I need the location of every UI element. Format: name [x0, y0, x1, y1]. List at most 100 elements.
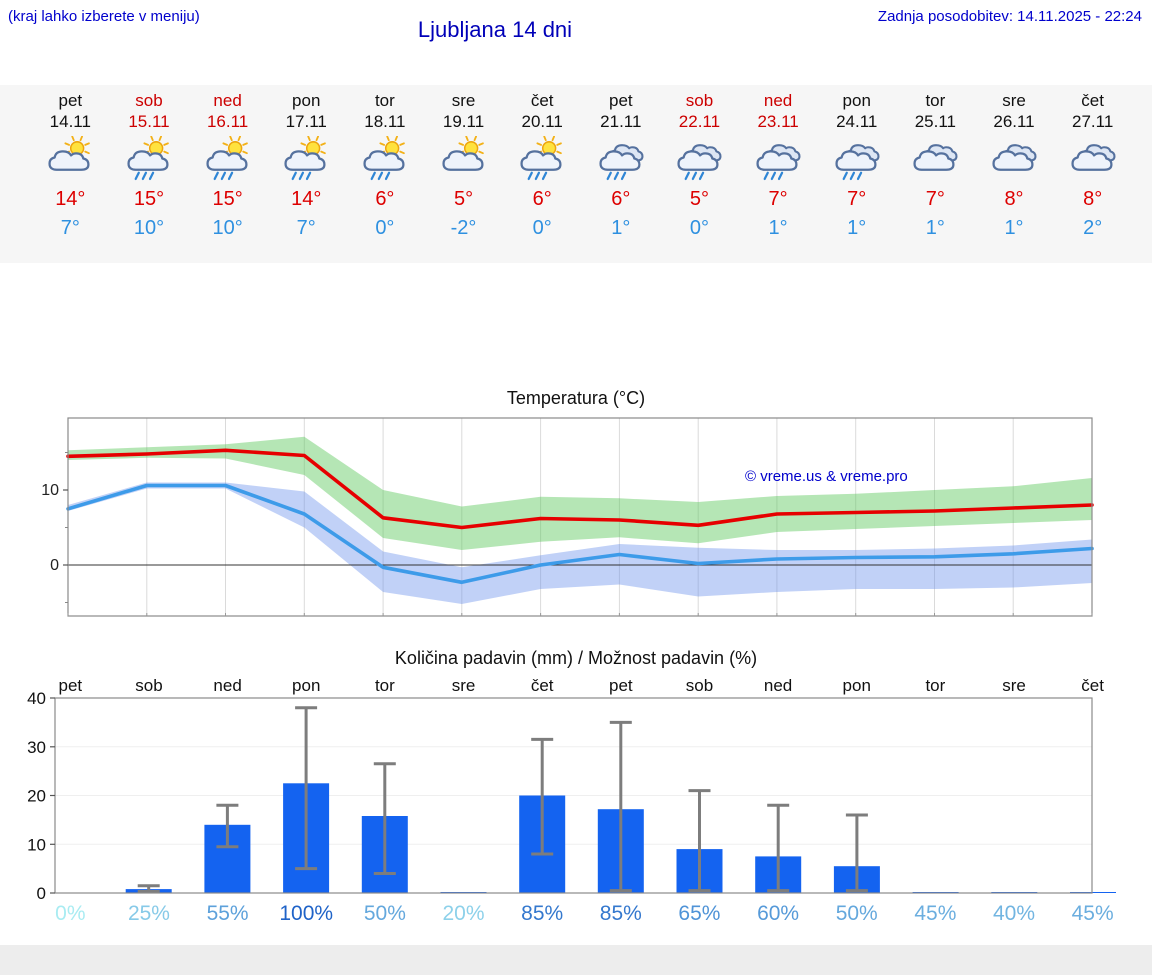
sun-cloud-rain-icon: [503, 135, 582, 186]
rain-glyph: [213, 171, 233, 181]
y-tick-label: 20: [27, 787, 46, 806]
precip-probability: 50%: [363, 902, 406, 925]
day-name: pon: [842, 91, 871, 110]
chart-frame: [67, 417, 1093, 617]
precip-chart: 0 10 20 30 40: [27, 690, 1116, 902]
max-temperature-range-band: [68, 436, 1092, 550]
y-tick-label: 0: [50, 557, 59, 574]
day-name: sre: [451, 91, 476, 110]
precip-chart-title: Količina padavin (mm) / Možnost padavin …: [394, 648, 758, 668]
precip-probability: 55%: [206, 902, 249, 925]
precip-probability: 45%: [1071, 902, 1114, 925]
day-name: pet: [608, 91, 633, 110]
daily-forecast-strip: pet 14.11 14° 7° sob 15.11 15° 10° ned 16.11 15° 10…: [0, 85, 1152, 263]
day-date: 16.11: [206, 112, 249, 131]
day-date: 24.11: [836, 112, 878, 131]
day-name: pon: [292, 91, 321, 110]
cloud-glyph: [599, 150, 641, 171]
day-name: pet: [58, 91, 83, 110]
sun-cloud-rain-icon: [346, 135, 425, 186]
day-name: čet: [530, 91, 554, 110]
max-temperature: 14°: [55, 188, 86, 210]
day-name: sob: [135, 91, 163, 110]
day-column: pet 14.11 14° 7°: [31, 85, 110, 263]
cloud-glyph: [441, 150, 484, 171]
precip-probability: 85%: [521, 902, 564, 925]
cloudy-icon: [975, 136, 1054, 186]
cloud-glyph: [127, 150, 169, 171]
y-tick-label: 10: [41, 482, 59, 499]
cloud-glyph: [756, 150, 798, 171]
day-column: čet 27.11 8° 2°: [1053, 85, 1132, 263]
watermark-link[interactable]: © vreme.us & vreme.pro: [745, 468, 908, 485]
rain-glyph: [291, 171, 312, 181]
day-date: 25.11: [914, 112, 956, 131]
precip-bar: [1070, 892, 1116, 893]
min-temperature: 1°: [611, 217, 631, 239]
precip-day-label: sre: [1002, 676, 1026, 695]
temperature-chart: 0 10: [41, 417, 1094, 617]
max-temperature: 5°: [453, 188, 474, 210]
day-name: tor: [374, 91, 395, 110]
max-temperature-line: [66, 448, 1094, 530]
sun-cloud-icon: [31, 135, 110, 186]
sun-cloud-rain-icon: [267, 135, 346, 186]
daily-forecast-columns: pet 14.11 14° 7° sob 15.11 15° 10° ned 16.11 15° 10…: [31, 85, 1132, 263]
cloud-glyph: [284, 150, 326, 171]
precip-range-whisker: [531, 737, 554, 856]
footer-strip: [0, 945, 1152, 975]
max-temperature: 15°: [212, 188, 243, 210]
day-column: pet 21.11 6° 1°: [581, 85, 660, 263]
day-name: tor: [925, 91, 946, 110]
rain-glyph: [606, 171, 627, 181]
precip-probability: 100%: [279, 902, 334, 925]
precip-probability: 25%: [127, 902, 170, 925]
min-temperature-line: [66, 483, 1094, 585]
max-temperature: 8°: [1083, 188, 1103, 210]
min-temperature: 0°: [375, 217, 395, 239]
cloud-rain-icon: [660, 136, 739, 186]
rain-glyph: [370, 171, 391, 181]
day-name: ned: [213, 91, 242, 110]
cloud-glyph: [48, 150, 90, 171]
min-temperature: 10°: [212, 217, 243, 239]
day-date: 14.11: [49, 112, 91, 131]
max-temperature: 7°: [847, 188, 867, 210]
temperature-chart-title: Temperatura (°C): [506, 388, 646, 408]
cloudy-icon: [896, 136, 975, 186]
precip-day-label: sob: [685, 676, 714, 695]
cloud-glyph: [913, 150, 955, 171]
day-name: sob: [685, 91, 714, 110]
rain-glyph: [134, 171, 155, 181]
max-temperature: 6°: [375, 188, 395, 210]
min-temperature: 1°: [1004, 217, 1024, 239]
sun-cloud-icon: [424, 135, 503, 186]
min-temperature: 7°: [60, 217, 80, 239]
min-temperature-range-band: [68, 482, 1092, 604]
min-temperature: 1°: [768, 217, 788, 239]
min-temperature: 1°: [847, 217, 867, 239]
max-temperature: 5°: [689, 188, 709, 210]
cloud-rain-icon: [817, 136, 896, 186]
menu-hint-text: (kraj lahko izberete v meniju): [8, 8, 200, 25]
rain-glyph: [527, 171, 548, 181]
day-column: ned 23.11 7° 1°: [739, 85, 818, 263]
day-column: sre 26.11 8° 1°: [975, 85, 1054, 263]
precip-probability: 85%: [599, 902, 642, 925]
y-tick-label: 40: [27, 690, 46, 708]
cloud-rain-icon: [581, 136, 660, 186]
precip-day-label: čet: [530, 676, 554, 695]
precip-range-whisker: [216, 803, 239, 849]
day-date: 19.11: [442, 112, 485, 131]
day-date: 23.11: [757, 112, 799, 131]
day-column: tor 18.11 6° 0°: [346, 85, 425, 263]
precip-range-whisker: [688, 789, 711, 893]
y-tick-label: 30: [27, 738, 46, 757]
min-temperature: -2°: [450, 217, 477, 239]
precip-probability: 60%: [757, 902, 800, 925]
cloud-glyph: [1071, 150, 1113, 171]
min-temperature: 0°: [689, 217, 709, 239]
precip-range-whisker: [137, 884, 160, 893]
cloud-glyph: [677, 150, 719, 171]
day-date: 17.11: [285, 112, 327, 131]
